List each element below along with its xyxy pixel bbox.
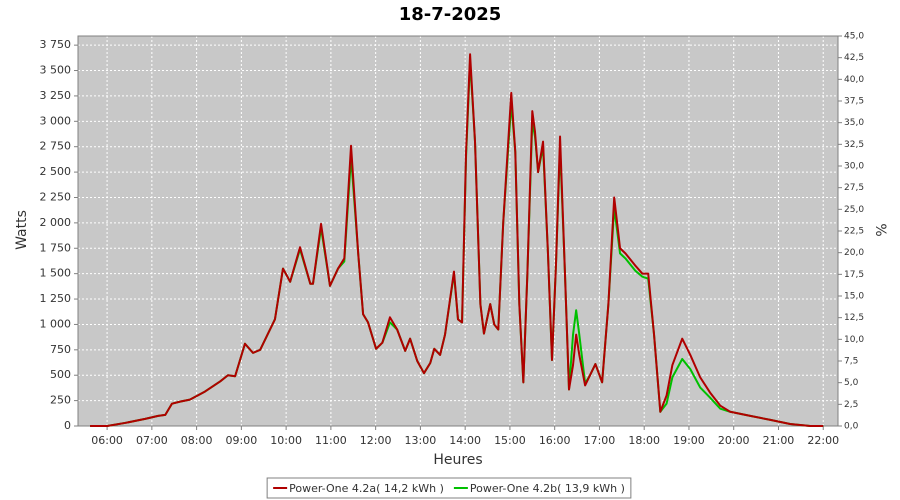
x-tick-label: 17:00 xyxy=(584,434,616,447)
y-tick-label: 1 750 xyxy=(40,241,72,254)
x-tick-label: 20:00 xyxy=(718,434,750,447)
x-tick-label: 16:00 xyxy=(539,434,571,447)
y2-tick-label: 40,0 xyxy=(844,75,864,85)
y-tick-label: 3 750 xyxy=(40,38,72,51)
legend: Power-One 4.2a( 14,2 kWh ) Power-One 4.2b… xyxy=(266,477,632,499)
x-tick-label: 13:00 xyxy=(405,434,437,447)
y-tick-label: 2 250 xyxy=(40,190,72,203)
y-tick-label: 500 xyxy=(50,368,71,381)
y2-tick-label: 20,0 xyxy=(844,248,864,258)
y2-tick-label: 5,0 xyxy=(844,378,859,388)
x-axis-label: Heures xyxy=(433,452,482,468)
y2-axis-label: % xyxy=(872,223,888,236)
y-tick-label: 1 250 xyxy=(40,292,72,305)
y-tick-label: 2 750 xyxy=(40,140,72,153)
x-tick-label: 22:00 xyxy=(807,434,839,447)
y2-tick-label: 37,5 xyxy=(844,97,864,107)
y-tick-label: 1 500 xyxy=(40,267,72,280)
y-tick-label: 2 000 xyxy=(40,216,72,229)
x-tick-label: 08:00 xyxy=(181,434,213,447)
legend-label: Power-One 4.2b( 13,9 kWh ) xyxy=(470,482,625,495)
y-tick-label: 750 xyxy=(50,343,71,356)
y-tick-label: 1 000 xyxy=(40,317,72,330)
y2-tick-label: 12,5 xyxy=(844,313,864,323)
x-tick-label: 11:00 xyxy=(315,434,347,447)
x-tick-label: 12:00 xyxy=(360,434,392,447)
y2-tick-label: 32,5 xyxy=(844,140,864,150)
x-tick-label: 21:00 xyxy=(763,434,795,447)
x-tick-label: 10:00 xyxy=(270,434,302,447)
y2-tick-label: 42,5 xyxy=(844,53,864,63)
y2-tick-label: 35,0 xyxy=(844,118,864,128)
plot-area xyxy=(78,36,838,426)
chart-title: 18-7-2025 xyxy=(399,4,502,25)
y2-tick-label: 25,0 xyxy=(844,205,864,215)
legend-label: Power-One 4.2a( 14,2 kWh ) xyxy=(289,482,444,495)
y-tick-label: 0 xyxy=(64,419,71,432)
x-tick-label: 09:00 xyxy=(226,434,258,447)
x-tick-label: 14:00 xyxy=(449,434,481,447)
x-tick-label: 18:00 xyxy=(628,434,660,447)
plot-border xyxy=(77,35,839,427)
y-axis-label: Watts xyxy=(14,210,30,250)
y-tick-label: 2 500 xyxy=(40,165,72,178)
x-tick-label: 07:00 xyxy=(136,434,168,447)
y-tick-label: 3 500 xyxy=(40,64,72,77)
y2-tick-label: 17,5 xyxy=(844,270,864,280)
y2-tick-label: 15,0 xyxy=(844,292,864,302)
y2-tick-label: 2,5 xyxy=(844,400,858,410)
x-tick-label: 19:00 xyxy=(673,434,705,447)
y-tick-label: 3 000 xyxy=(40,114,72,127)
y2-tick-label: 22,5 xyxy=(844,227,864,237)
y-tick-label: 250 xyxy=(50,394,71,407)
y2-tick-label: 10,0 xyxy=(844,335,864,345)
y-tick-label: 3 250 xyxy=(40,89,72,102)
x-tick-label: 15:00 xyxy=(494,434,526,447)
series-line xyxy=(90,53,824,427)
y2-tick-label: 27,5 xyxy=(844,183,864,193)
y2-tick-label: 30,0 xyxy=(844,162,864,172)
legend-box xyxy=(266,477,632,499)
y2-tick-label: 7,5 xyxy=(844,357,858,367)
y2-tick-label: 45,0 xyxy=(844,32,864,42)
y2-tick-label: 0,0 xyxy=(844,422,859,432)
x-tick-label: 06:00 xyxy=(91,434,123,447)
